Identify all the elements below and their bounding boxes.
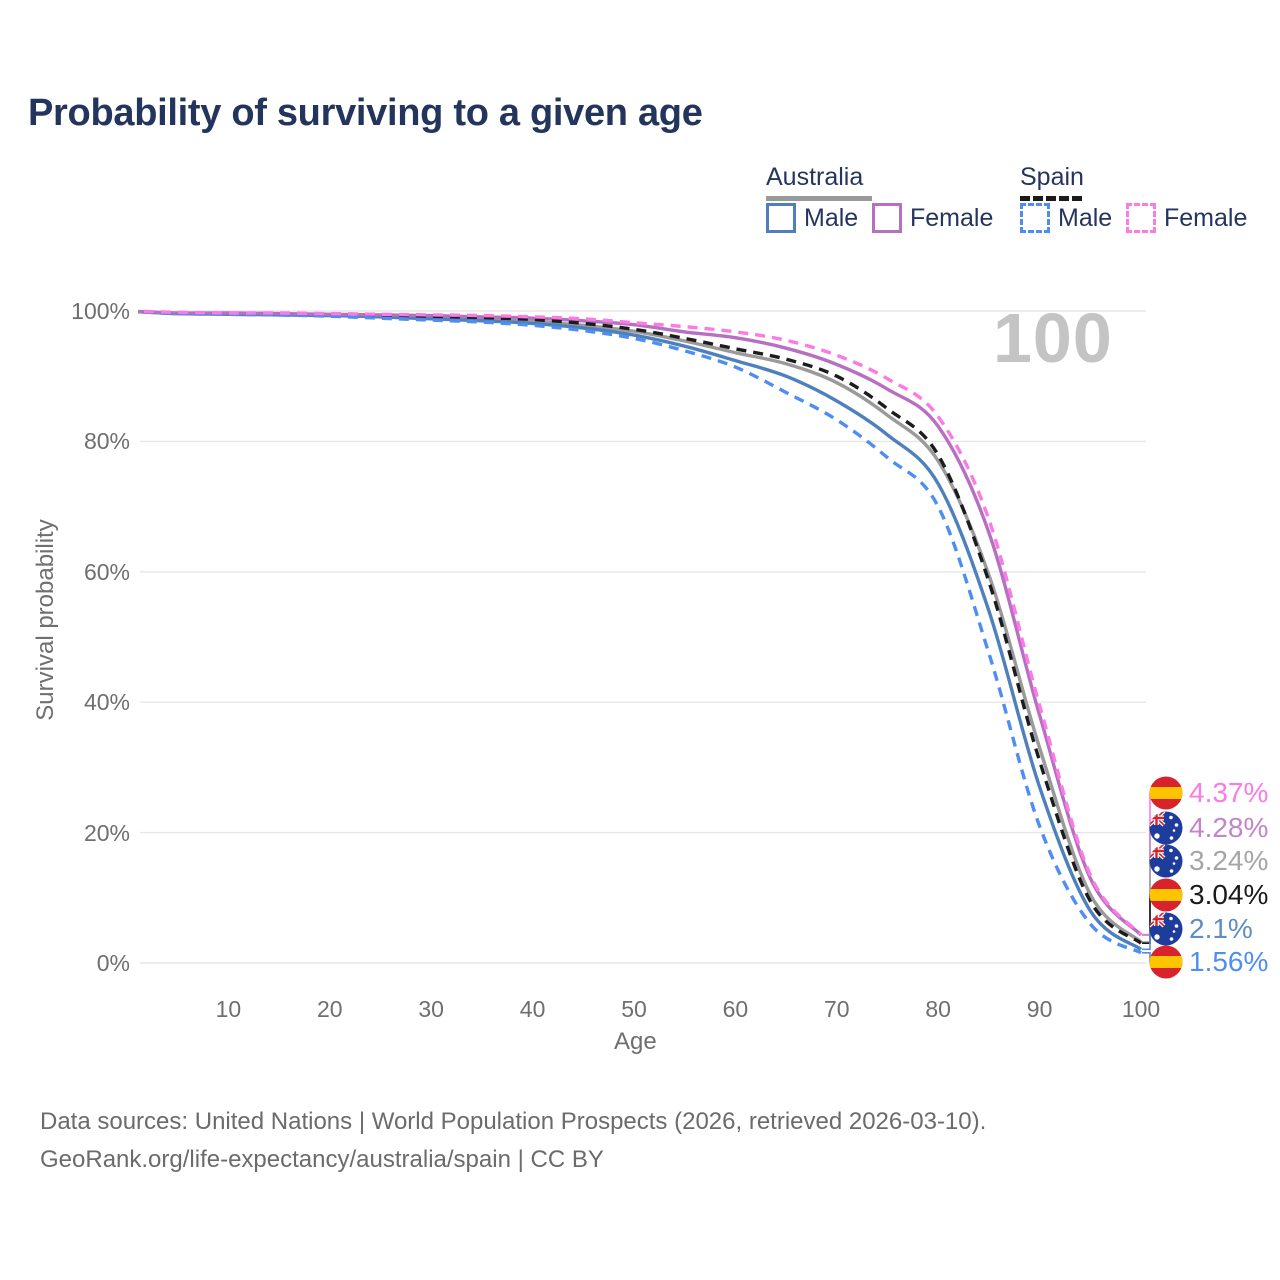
y-tick-label: 80% [83, 428, 130, 455]
end-label-value: 1.56% [1189, 946, 1269, 977]
x-tick-label: 40 [519, 996, 546, 1022]
end-label-row: 1.56% [1149, 945, 1268, 979]
series-line-australia-female [138, 309, 1143, 937]
end-label-row: 4.28% [1149, 811, 1268, 845]
series-line-spain-male [138, 309, 1142, 955]
x-tick-label: 20 [317, 996, 343, 1022]
x-tick-label: 70 [824, 996, 850, 1022]
legend-swatch-australia-male [766, 203, 796, 233]
end-label-value: 3.24% [1189, 845, 1269, 876]
legend-item-australia-female[interactable]: Female [872, 203, 993, 233]
end-label-row: 3.04% [1149, 878, 1268, 912]
legend-underline-spain [1020, 196, 1082, 201]
footer-attribution: GeoRank.org/life-expectancy/australia/sp… [40, 1146, 604, 1173]
end-label-value: 2.1% [1189, 913, 1253, 944]
x-tick-label: 90 [1026, 996, 1053, 1022]
y-tick-label: 100% [71, 298, 130, 324]
legend-item-spain-female[interactable]: Female [1126, 203, 1247, 233]
flag-icon-australia [1149, 811, 1183, 845]
flag-icon-spain [1149, 945, 1183, 979]
legend-item-australia-male[interactable]: Male [766, 203, 858, 233]
legend-swatch-spain-male [1020, 203, 1050, 233]
legend-underline-australia [766, 196, 872, 201]
series-line-australia-male [138, 309, 1143, 951]
legend-swatch-spain-female [1126, 203, 1156, 233]
legend-group-title-spain: Spain [1020, 163, 1084, 191]
y-tick-label: 0% [96, 950, 130, 976]
series-line-spain-female [138, 309, 1143, 936]
footer-data-sources: Data sources: United Nations | World Pop… [40, 1108, 987, 1135]
age-watermark: 100 [993, 299, 1113, 377]
flag-icon-spain [1149, 878, 1183, 912]
y-tick-label: 40% [83, 689, 130, 716]
y-tick-label: 20% [83, 819, 130, 846]
legend-label: Female [1164, 203, 1248, 232]
end-label-row: 3.24% [1149, 844, 1268, 878]
legend-label: Female [910, 203, 994, 232]
flag-icon-australia [1149, 844, 1183, 878]
x-axis-title: Age [614, 1028, 657, 1055]
end-label-value: 4.28% [1189, 812, 1269, 843]
flag-icon-australia [1149, 912, 1183, 946]
legend-group-australia: Australia [766, 163, 872, 201]
legend-label: Male [1058, 203, 1113, 232]
series-line-australia-total [138, 309, 1143, 944]
series-line-spain-total [138, 309, 1143, 945]
x-tick-label: 50 [621, 996, 647, 1022]
page-title: Probability of surviving to a given age [28, 92, 703, 134]
x-tick-label: 80 [925, 996, 951, 1022]
legend-group-title-australia: Australia [766, 163, 864, 191]
x-tick-label: 60 [722, 996, 749, 1022]
flag-icon-spain [1149, 776, 1183, 810]
legend-item-spain-male[interactable]: Male [1020, 203, 1112, 233]
legend-swatch-australia-female [872, 203, 902, 233]
end-label-value: 3.04% [1189, 879, 1269, 910]
x-tick-label: 30 [418, 996, 444, 1022]
x-tick-label: 100 [1121, 996, 1161, 1022]
end-label-row: 2.1% [1149, 912, 1253, 946]
end-label-row: 4.37% [1149, 776, 1268, 810]
y-axis-title: Survival probability [32, 519, 59, 721]
legend-group-spain: Spain [1020, 163, 1084, 201]
legend-label: Male [804, 203, 859, 232]
x-tick-label: 10 [215, 996, 242, 1022]
y-tick-label: 60% [83, 558, 130, 585]
end-label-value: 4.37% [1189, 777, 1269, 808]
